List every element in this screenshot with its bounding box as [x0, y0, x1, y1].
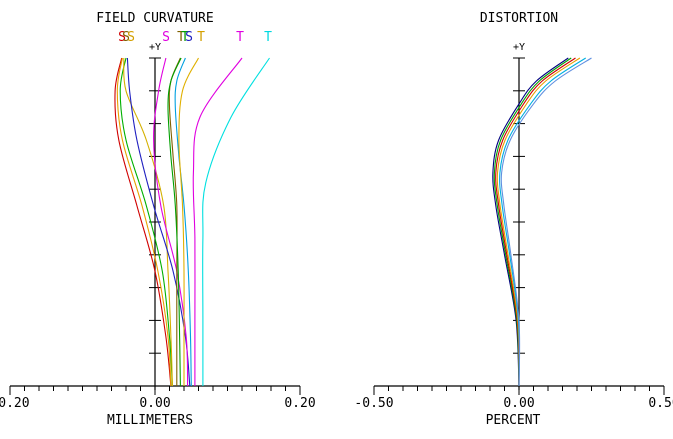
fc-x-tick-label: -0.20: [0, 396, 30, 411]
legend-label-s: S: [162, 30, 170, 45]
legend-label-s: S: [122, 30, 130, 45]
dist-x-tick-label: 0.00: [503, 396, 534, 411]
dist-series-line: [492, 57, 569, 387]
legend-label-t: T: [181, 30, 189, 45]
fc-series-line: [114, 57, 172, 387]
legend-label-s: S: [118, 30, 126, 45]
legend-label-t: T: [264, 30, 272, 45]
dist-x-tick-label: -0.50: [354, 396, 393, 411]
fc-series-line: [123, 57, 173, 387]
fc-series-line: [126, 57, 191, 387]
fc-series-line: [178, 57, 199, 386]
distortion-title: DISTORTION: [480, 11, 558, 26]
fc-x-tick-label: 0.00: [139, 396, 170, 411]
dist-panel: -0.50 0.00 0.50: [354, 57, 673, 411]
field-curvature-xlabel: MILLIMETERS: [107, 413, 193, 428]
legend-label-s: S: [185, 30, 193, 45]
fc-series-line: [153, 57, 189, 387]
fc-x-tick-label: 0.20: [284, 396, 315, 411]
dist-series-line: [493, 57, 572, 387]
field-curvature-ylabel: +Y: [149, 42, 161, 53]
legend-label-t: T: [236, 30, 244, 45]
fc-series-line: [174, 57, 192, 387]
dist-x-tick-label: 0.50: [648, 396, 673, 411]
dist-series-line: [500, 57, 592, 387]
field-curvature-title: FIELD CURVATURE: [96, 11, 213, 26]
distortion-ylabel: +Y: [513, 42, 525, 53]
fc-series-line: [192, 57, 243, 386]
legend-label-s: S: [127, 30, 135, 45]
dist-series-line: [495, 57, 576, 387]
legend-label-t: T: [197, 30, 205, 45]
fc-series-line: [119, 57, 173, 387]
fc-series-line: [116, 57, 172, 387]
legend-label-t: T: [177, 30, 185, 45]
distortion-xlabel: PERCENT: [486, 413, 541, 428]
dist-series-line: [499, 57, 587, 387]
fc-series-line: [167, 57, 182, 387]
fc-series-line: [202, 57, 270, 387]
dist-series-line: [496, 57, 581, 387]
